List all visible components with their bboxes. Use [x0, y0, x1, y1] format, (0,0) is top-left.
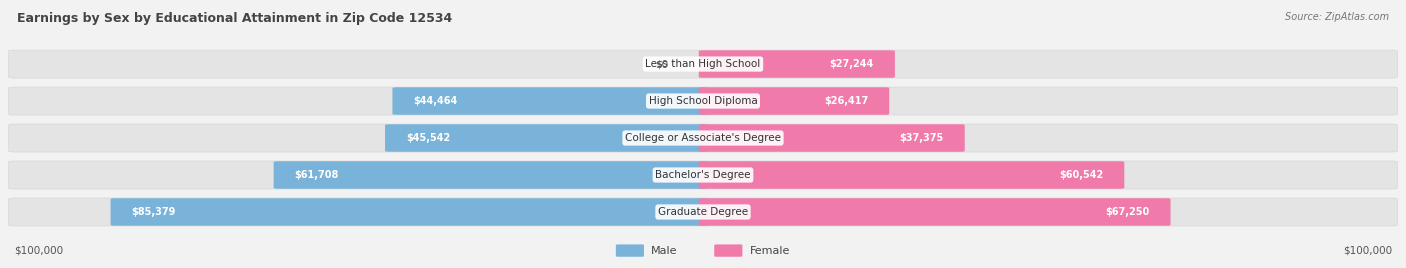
Text: Male: Male — [651, 245, 678, 256]
FancyBboxPatch shape — [616, 244, 644, 257]
FancyBboxPatch shape — [8, 124, 1398, 152]
Text: Female: Female — [749, 245, 790, 256]
FancyBboxPatch shape — [699, 50, 894, 78]
Text: $61,708: $61,708 — [295, 170, 339, 180]
FancyBboxPatch shape — [274, 161, 707, 189]
Text: Source: ZipAtlas.com: Source: ZipAtlas.com — [1285, 12, 1389, 22]
Text: $60,542: $60,542 — [1059, 170, 1104, 180]
Text: $100,000: $100,000 — [1343, 245, 1392, 256]
FancyBboxPatch shape — [714, 244, 742, 257]
Text: $85,379: $85,379 — [132, 207, 176, 217]
Text: $100,000: $100,000 — [14, 245, 63, 256]
Text: $26,417: $26,417 — [824, 96, 868, 106]
FancyBboxPatch shape — [699, 198, 1171, 226]
FancyBboxPatch shape — [8, 50, 1398, 78]
Text: $67,250: $67,250 — [1105, 207, 1150, 217]
FancyBboxPatch shape — [8, 198, 1398, 226]
Text: Less than High School: Less than High School — [645, 59, 761, 69]
Text: $44,464: $44,464 — [413, 96, 458, 106]
Text: $0: $0 — [655, 59, 668, 69]
FancyBboxPatch shape — [385, 124, 707, 152]
FancyBboxPatch shape — [8, 87, 1398, 115]
Text: $37,375: $37,375 — [900, 133, 943, 143]
Text: $45,542: $45,542 — [406, 133, 450, 143]
FancyBboxPatch shape — [8, 161, 1398, 189]
FancyBboxPatch shape — [699, 124, 965, 152]
FancyBboxPatch shape — [392, 87, 707, 115]
Text: High School Diploma: High School Diploma — [648, 96, 758, 106]
Text: College or Associate's Degree: College or Associate's Degree — [626, 133, 780, 143]
Text: Earnings by Sex by Educational Attainment in Zip Code 12534: Earnings by Sex by Educational Attainmen… — [17, 12, 453, 25]
Text: Bachelor's Degree: Bachelor's Degree — [655, 170, 751, 180]
FancyBboxPatch shape — [699, 161, 1125, 189]
Text: $27,244: $27,244 — [830, 59, 873, 69]
Text: Graduate Degree: Graduate Degree — [658, 207, 748, 217]
FancyBboxPatch shape — [699, 87, 889, 115]
FancyBboxPatch shape — [111, 198, 707, 226]
